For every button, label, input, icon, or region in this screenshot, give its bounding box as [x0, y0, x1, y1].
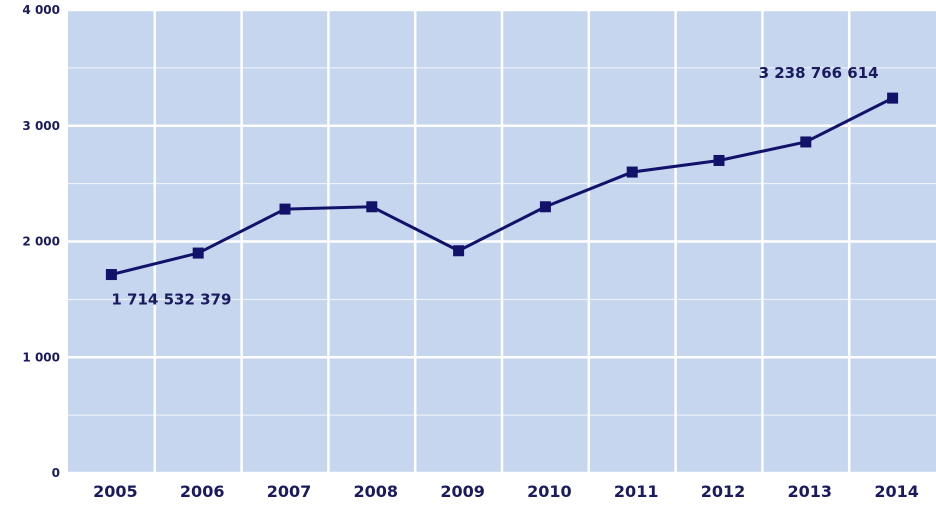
x-tick-label: 2014 [874, 482, 919, 501]
data-point [192, 247, 204, 259]
data-points [105, 92, 899, 281]
x-tick-label: 2013 [788, 482, 833, 501]
y-tick-label: 0 [52, 466, 60, 480]
x-tick-label: 2005 [93, 482, 138, 501]
data-point [713, 154, 725, 166]
x-tick-label: 2012 [701, 482, 746, 501]
data-labels: 1 714 532 379 3 238 766 614 [111, 64, 878, 308]
x-axis-ticks: 2005 2006 2007 2008 2009 2010 2011 2012 2013 2014 [93, 482, 919, 501]
data-point [626, 166, 638, 178]
y-tick-label: 3 000 [22, 119, 60, 133]
data-point [279, 203, 291, 215]
x-tick-label: 2009 [440, 482, 485, 501]
y-tick-label: 4 000 [22, 3, 60, 17]
y-tick-label: 1 000 [22, 350, 60, 364]
data-point [887, 92, 899, 104]
data-label: 3 238 766 614 [759, 64, 879, 82]
data-point [539, 201, 551, 213]
x-tick-label: 2006 [180, 482, 225, 501]
data-point [800, 136, 812, 148]
series-line [111, 96, 894, 277]
data-point [453, 245, 465, 257]
x-tick-label: 2010 [527, 482, 572, 501]
x-tick-label: 2008 [354, 482, 399, 501]
data-label: 1 714 532 379 [111, 291, 231, 309]
x-tick-label: 2011 [614, 482, 659, 501]
x-tick-label: 2007 [267, 482, 312, 501]
y-axis-ticks: 0 1 000 2 000 3 000 4 000 [22, 3, 60, 480]
data-point [366, 201, 378, 213]
data-point [105, 269, 117, 281]
y-tick-label: 2 000 [22, 235, 60, 249]
grid-lines [68, 8, 936, 475]
